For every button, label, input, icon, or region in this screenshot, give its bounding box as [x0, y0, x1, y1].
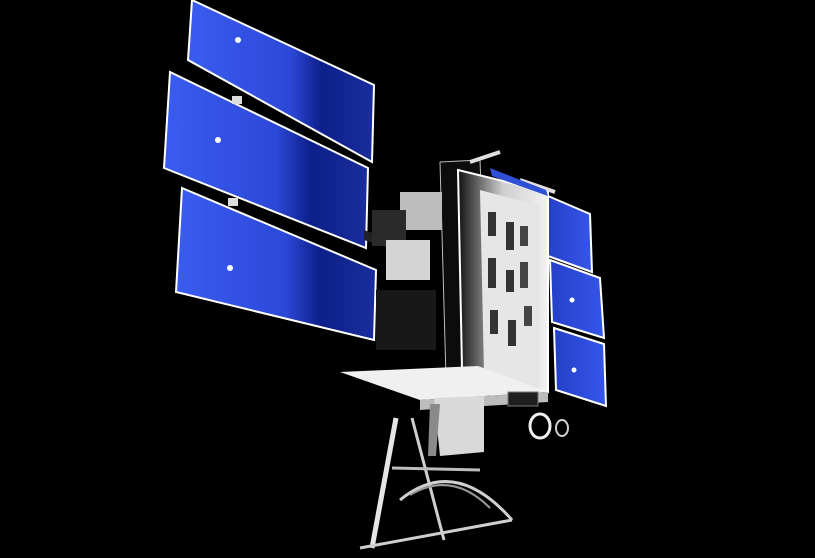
solar-panel-right-1	[547, 194, 594, 274]
antenna-assembly	[359, 391, 569, 550]
solar-panel-right-2	[548, 258, 606, 340]
right-solar-array	[490, 168, 608, 408]
satellite-body	[340, 150, 556, 410]
solar-panel-left-1	[186, 0, 376, 164]
solar-panel-right-3	[552, 326, 608, 408]
left-solar-array	[162, 0, 420, 342]
solar-panel-left-2	[162, 70, 370, 250]
solar-panel-left-3	[174, 186, 378, 342]
